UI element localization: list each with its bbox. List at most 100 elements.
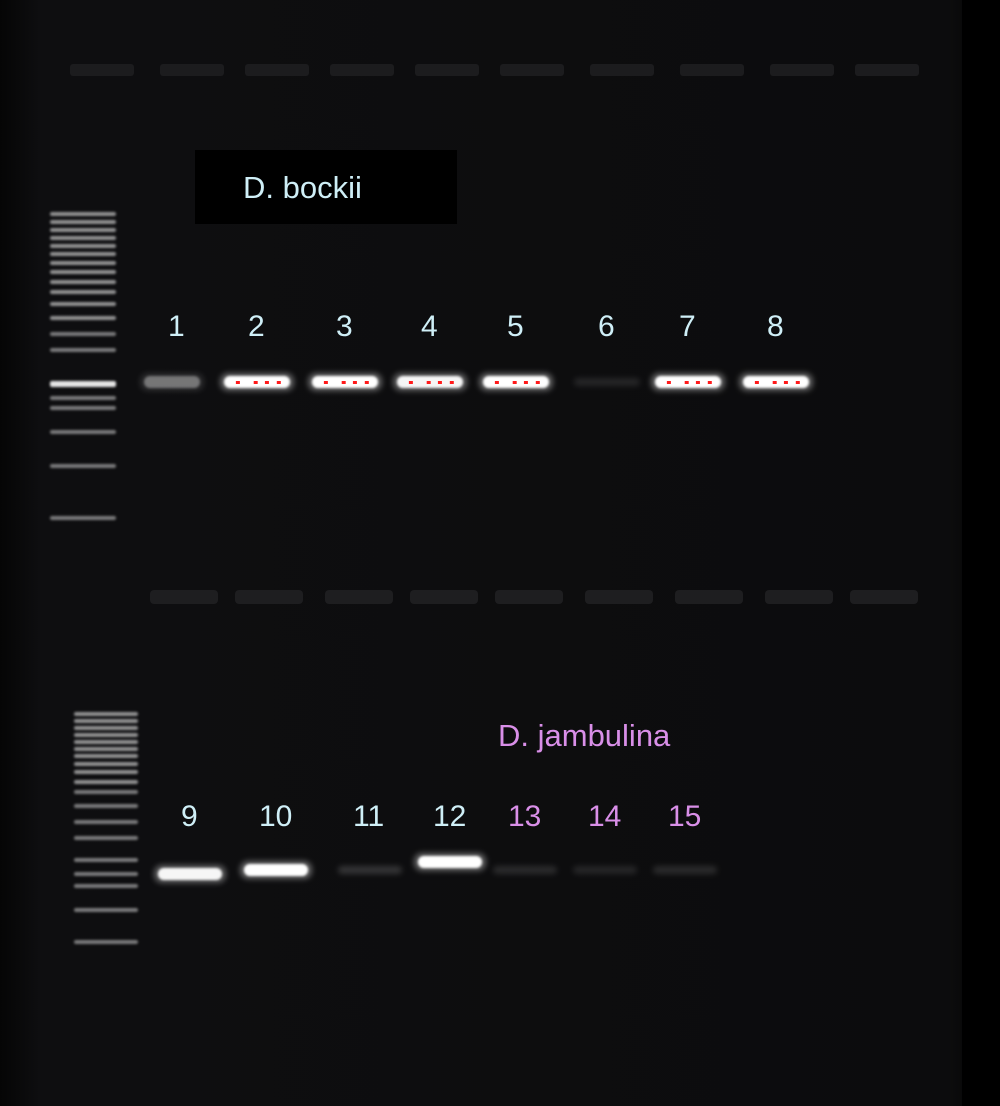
lane-number-7: 7 (679, 310, 696, 343)
saturated-pixel (426, 381, 431, 384)
gel-band (144, 376, 200, 388)
gel-band-faint (493, 866, 557, 874)
ladder-band (74, 790, 138, 794)
ladder-band (74, 733, 138, 737)
lane-number-2: 2 (248, 310, 265, 343)
ladder-band (50, 261, 116, 265)
saturated-pixel (494, 381, 499, 384)
bands-bottom (154, 853, 717, 883)
ladder-band (50, 280, 116, 284)
ladder-band (74, 820, 138, 824)
gel-band-faint (338, 866, 402, 874)
ladder-bottom (74, 712, 138, 944)
lane-number-12: 12 (433, 800, 467, 833)
ladder-band (74, 740, 138, 744)
well-middle (850, 590, 918, 604)
saturated-pixel (783, 381, 788, 384)
saturated-pixel (512, 381, 517, 384)
well-top (855, 64, 919, 76)
well-top (330, 64, 394, 76)
gel-band-faint (653, 866, 717, 874)
lane-number-9: 9 (181, 800, 198, 833)
ladder-band (74, 762, 138, 766)
ladder-band (74, 754, 138, 758)
saturated-pixel (264, 381, 269, 384)
lane-number-14: 14 (588, 800, 622, 833)
saturated-pixel (437, 381, 442, 384)
saturated-pixel (754, 381, 759, 384)
saturated-pixel (666, 381, 671, 384)
right-edge-shadow (962, 0, 1000, 1106)
well-top (160, 64, 224, 76)
well-middle (495, 590, 563, 604)
ladder-band (50, 290, 116, 294)
lane-number-1: 1 (168, 310, 185, 343)
ladder-band (50, 316, 116, 320)
ladder-band (74, 770, 138, 774)
saturated-pixel (323, 381, 328, 384)
well-top (70, 64, 134, 76)
species-title-jambulina: D. jambulina (498, 718, 671, 753)
well-middle (585, 590, 653, 604)
ladder-band (50, 270, 116, 274)
ladder-band (50, 381, 116, 387)
ladder-band (74, 719, 138, 723)
ladder-band (50, 430, 116, 434)
saturated-pixel (684, 381, 689, 384)
ladder-band (50, 228, 116, 232)
saturated-pixel (772, 381, 777, 384)
saturated-pixel (408, 381, 413, 384)
ladder-band (74, 726, 138, 730)
lane-number-5: 5 (507, 310, 524, 343)
lane-number-10: 10 (259, 800, 293, 833)
lane-number-15: 15 (668, 800, 702, 833)
well-middle (150, 590, 218, 604)
ladder-band (50, 406, 116, 410)
ladder-top (50, 212, 116, 520)
ladder-band (74, 884, 138, 888)
well-middle (765, 590, 833, 604)
gel-band (418, 856, 482, 868)
well-top (415, 64, 479, 76)
saturated-pixel (276, 381, 281, 384)
ladder-band (50, 220, 116, 224)
ladder-band (50, 332, 116, 336)
gel-band (158, 868, 222, 880)
saturated-pixel (523, 381, 528, 384)
gel-band (244, 864, 308, 876)
saturated-pixel (341, 381, 346, 384)
saturated-pixel (253, 381, 258, 384)
ladder-band (50, 252, 116, 256)
species-title-bockii: D. bockii (243, 170, 362, 205)
well-middle (410, 590, 478, 604)
well-top (680, 64, 744, 76)
species-title-box: D. bockii (195, 150, 457, 224)
ladder-band (74, 836, 138, 840)
saturated-pixel (695, 381, 700, 384)
wells-top (70, 64, 919, 76)
wells-bottom (150, 590, 918, 604)
lane-number-8: 8 (767, 310, 784, 343)
ladder-band (74, 712, 138, 716)
ladder-band (74, 908, 138, 912)
saturated-pixel (535, 381, 540, 384)
ladder-band (74, 804, 138, 808)
saturated-pixel (364, 381, 369, 384)
ladder-band (50, 302, 116, 306)
ladder-band (50, 464, 116, 468)
lane-number-3: 3 (336, 310, 353, 343)
well-top (590, 64, 654, 76)
saturated-pixel (352, 381, 357, 384)
lane-number-11: 11 (353, 800, 385, 833)
bands-top (140, 373, 813, 391)
well-top (500, 64, 564, 76)
lane-number-13: 13 (508, 800, 542, 833)
ladder-band (74, 940, 138, 944)
gel-band-faint (573, 866, 637, 874)
lane-number-4: 4 (421, 310, 438, 343)
gel-band-faint (574, 378, 640, 386)
well-middle (325, 590, 393, 604)
lane-number-6: 6 (598, 310, 615, 343)
